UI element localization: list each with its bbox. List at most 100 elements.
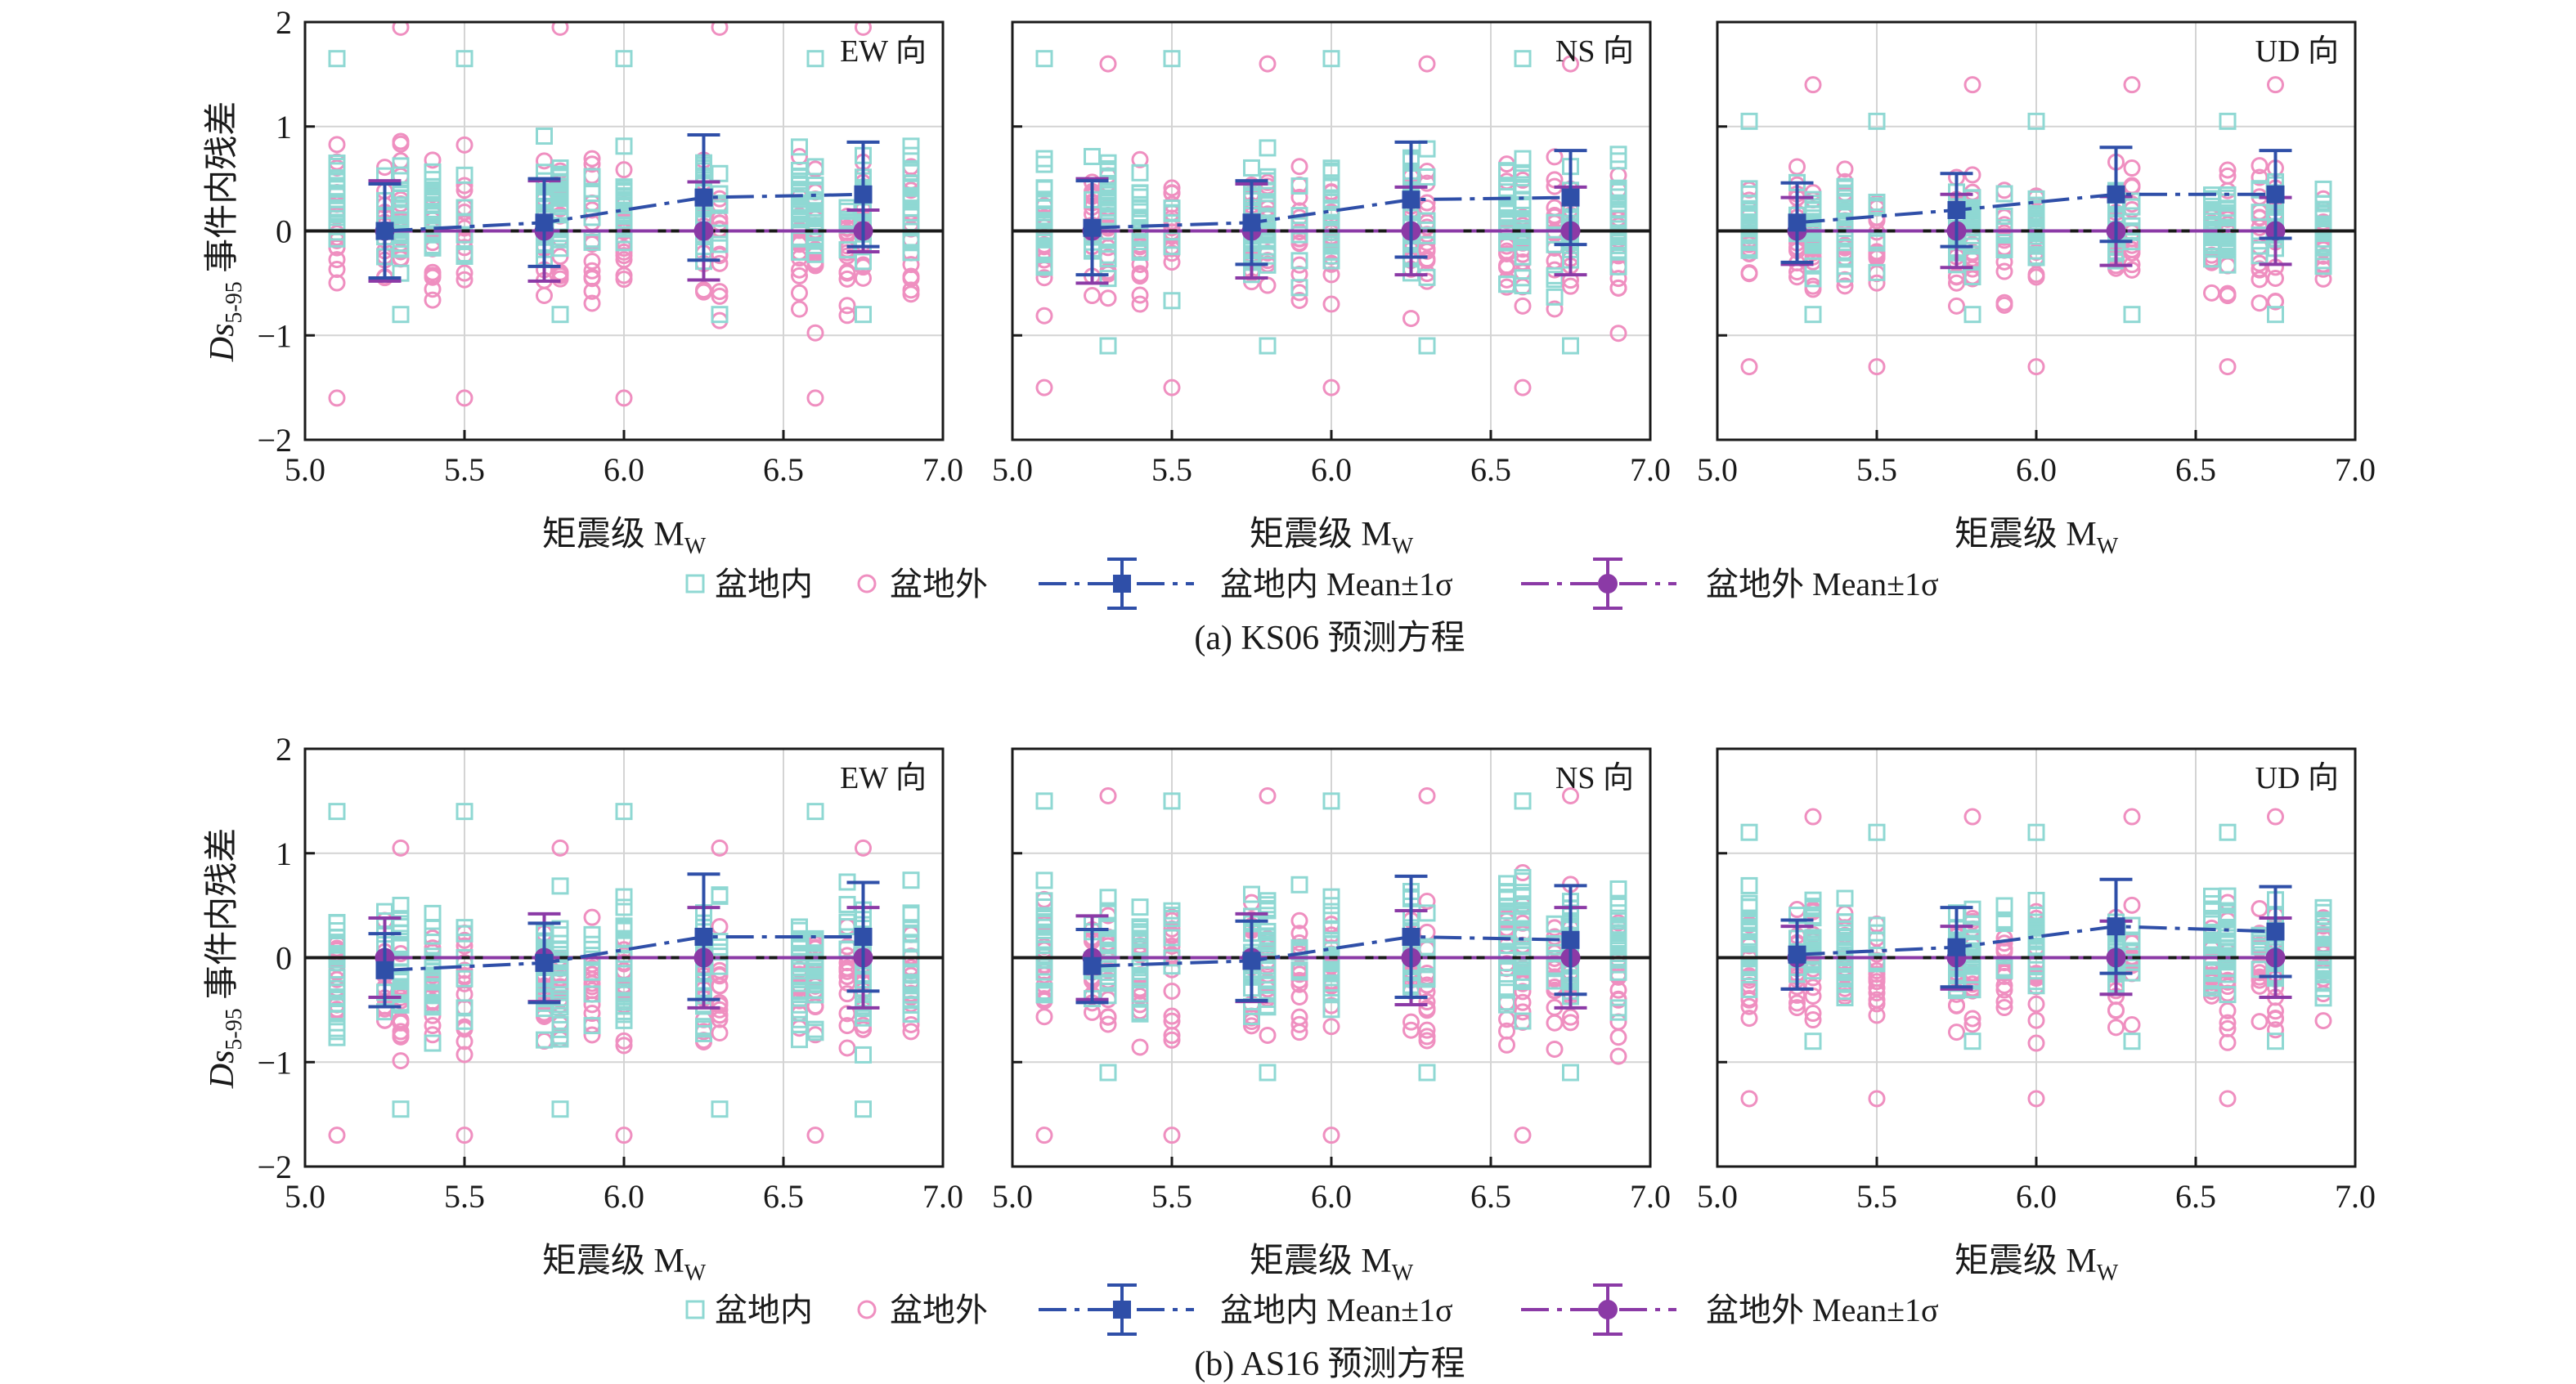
out-basin-point — [1562, 55, 1579, 73]
in-basin-point — [806, 158, 824, 176]
out-basin-point — [1609, 1013, 1627, 1031]
in-basin-point — [1084, 147, 1101, 165]
out-basin-point — [1788, 994, 1806, 1012]
out-basin-point — [1322, 378, 1340, 396]
legend-in-mean-label: 盆地内 Mean±1σ — [1220, 566, 1453, 602]
in-basin-point — [392, 306, 410, 324]
in-basin-point — [1259, 1064, 1277, 1082]
in-basin-point — [456, 244, 473, 262]
in-basin-mean-marker — [2266, 185, 2285, 204]
in-basin-point — [1995, 208, 2013, 226]
out-basin-point — [855, 22, 872, 36]
y-tick-label: 2 — [276, 4, 292, 41]
out-basin-point — [902, 256, 920, 274]
in-basin-point — [1322, 974, 1340, 992]
in-basin-point — [2219, 911, 2237, 929]
out-basin-point — [328, 389, 346, 407]
out-basin-point — [1963, 1010, 1981, 1028]
in-basin-point — [583, 168, 601, 186]
out-basin-point — [711, 977, 729, 995]
in-basin-point — [456, 1012, 473, 1030]
out-basin-point — [1259, 55, 1277, 73]
in-basin-point — [1514, 191, 1532, 209]
row-a: EW 向 5.0 5.5 6.0 6.5 7.0 矩震级 MW −2 −1 0 1 2 Ds5-… — [204, 4, 2376, 559]
out-basin-point — [424, 266, 442, 284]
in-basin-point — [855, 1100, 872, 1118]
out-basin-point — [2123, 159, 2141, 177]
out-basin-point — [711, 311, 729, 329]
in-basin-point — [2314, 898, 2332, 916]
in-basin-point — [392, 157, 410, 175]
in-basin-point — [902, 974, 920, 992]
in-basin-point — [806, 182, 824, 200]
in-basin-point — [1290, 252, 1308, 270]
x-tick-label: 6.5 — [1470, 1178, 1511, 1215]
out-basin-point — [2219, 286, 2237, 304]
out-basin-point — [1290, 1015, 1308, 1033]
legend-out-basin-marker — [857, 1300, 877, 1319]
out-basin-point — [456, 389, 473, 407]
caption-a: (a) KS06 预测方程 — [1194, 620, 1465, 657]
in-basin-mean-marker — [1947, 938, 1966, 956]
in-basin-point — [1740, 185, 1758, 203]
out-basin-point — [615, 251, 633, 269]
out-basin-point — [1804, 76, 1822, 94]
out-basin-point — [1418, 786, 1436, 804]
out-basin-point — [2267, 1010, 2284, 1028]
in-basin-point — [1290, 876, 1308, 894]
x-axis-label: 矩震级 MW — [1954, 516, 2119, 559]
x-axis-label: 矩震级 MW — [1954, 1243, 2119, 1286]
in-basin-point — [1131, 925, 1149, 943]
in-basin-point — [1131, 898, 1149, 916]
in-basin-point — [902, 146, 920, 164]
in-basin-point — [328, 50, 346, 68]
in-basin-point — [1514, 209, 1532, 227]
out-basin-point — [902, 1023, 920, 1041]
in-basin-point — [1514, 150, 1532, 168]
in-basin-point — [855, 306, 872, 324]
in-basin-point — [2219, 986, 2237, 1004]
in-basin-point — [1035, 150, 1053, 168]
out-basin-point — [2219, 1090, 2237, 1108]
out-basin-point — [2107, 1019, 2125, 1037]
in-basin-point — [551, 189, 569, 207]
in-basin-point — [1322, 1001, 1340, 1019]
out-basin-point — [1290, 256, 1308, 274]
out-basin-point — [1418, 250, 1436, 268]
in-basin-point — [1740, 112, 1758, 130]
in-basin-point — [695, 1018, 712, 1036]
x-tick-label: 5.5 — [1151, 451, 1192, 488]
in-basin-point — [1163, 292, 1181, 310]
out-basin-point — [1402, 310, 1420, 328]
in-basin-point — [1562, 1064, 1579, 1082]
in-basin-point — [806, 976, 824, 994]
out-basin-point — [615, 243, 633, 261]
in-basin-point — [424, 211, 442, 229]
out-basin-point — [2219, 1001, 2237, 1019]
x-tick-label: 5.5 — [444, 1178, 485, 1215]
in-basin-point — [615, 226, 633, 244]
panel-title: NS 向 — [1555, 34, 1634, 69]
x-tick-label: 7.0 — [1630, 1178, 1671, 1215]
x-tick-label: 5.0 — [1697, 1178, 1738, 1215]
out-basin-point — [456, 177, 473, 195]
in-basin-point — [1322, 792, 1340, 810]
out-basin-point — [1322, 1018, 1340, 1036]
x-tick-label: 5.0 — [1697, 451, 1738, 488]
in-basin-point — [2123, 198, 2141, 216]
in-basin-point — [1322, 199, 1340, 217]
in-basin-point — [1035, 212, 1053, 230]
out-basin-point — [424, 151, 442, 169]
in-basin-point — [2027, 932, 2045, 950]
in-basin-point — [2027, 237, 2045, 255]
in-basin-mean-marker — [1561, 930, 1580, 949]
out-basin-point — [2123, 261, 2141, 279]
out-basin-point — [1099, 289, 1117, 307]
in-basin-point — [424, 1034, 442, 1052]
out-basin-point — [456, 1046, 473, 1064]
out-basin-point — [1609, 325, 1627, 343]
in-basin-point — [1035, 258, 1053, 276]
in-basin-point — [1099, 904, 1117, 922]
in-basin-point — [456, 803, 473, 821]
out-basin-point — [615, 389, 633, 407]
